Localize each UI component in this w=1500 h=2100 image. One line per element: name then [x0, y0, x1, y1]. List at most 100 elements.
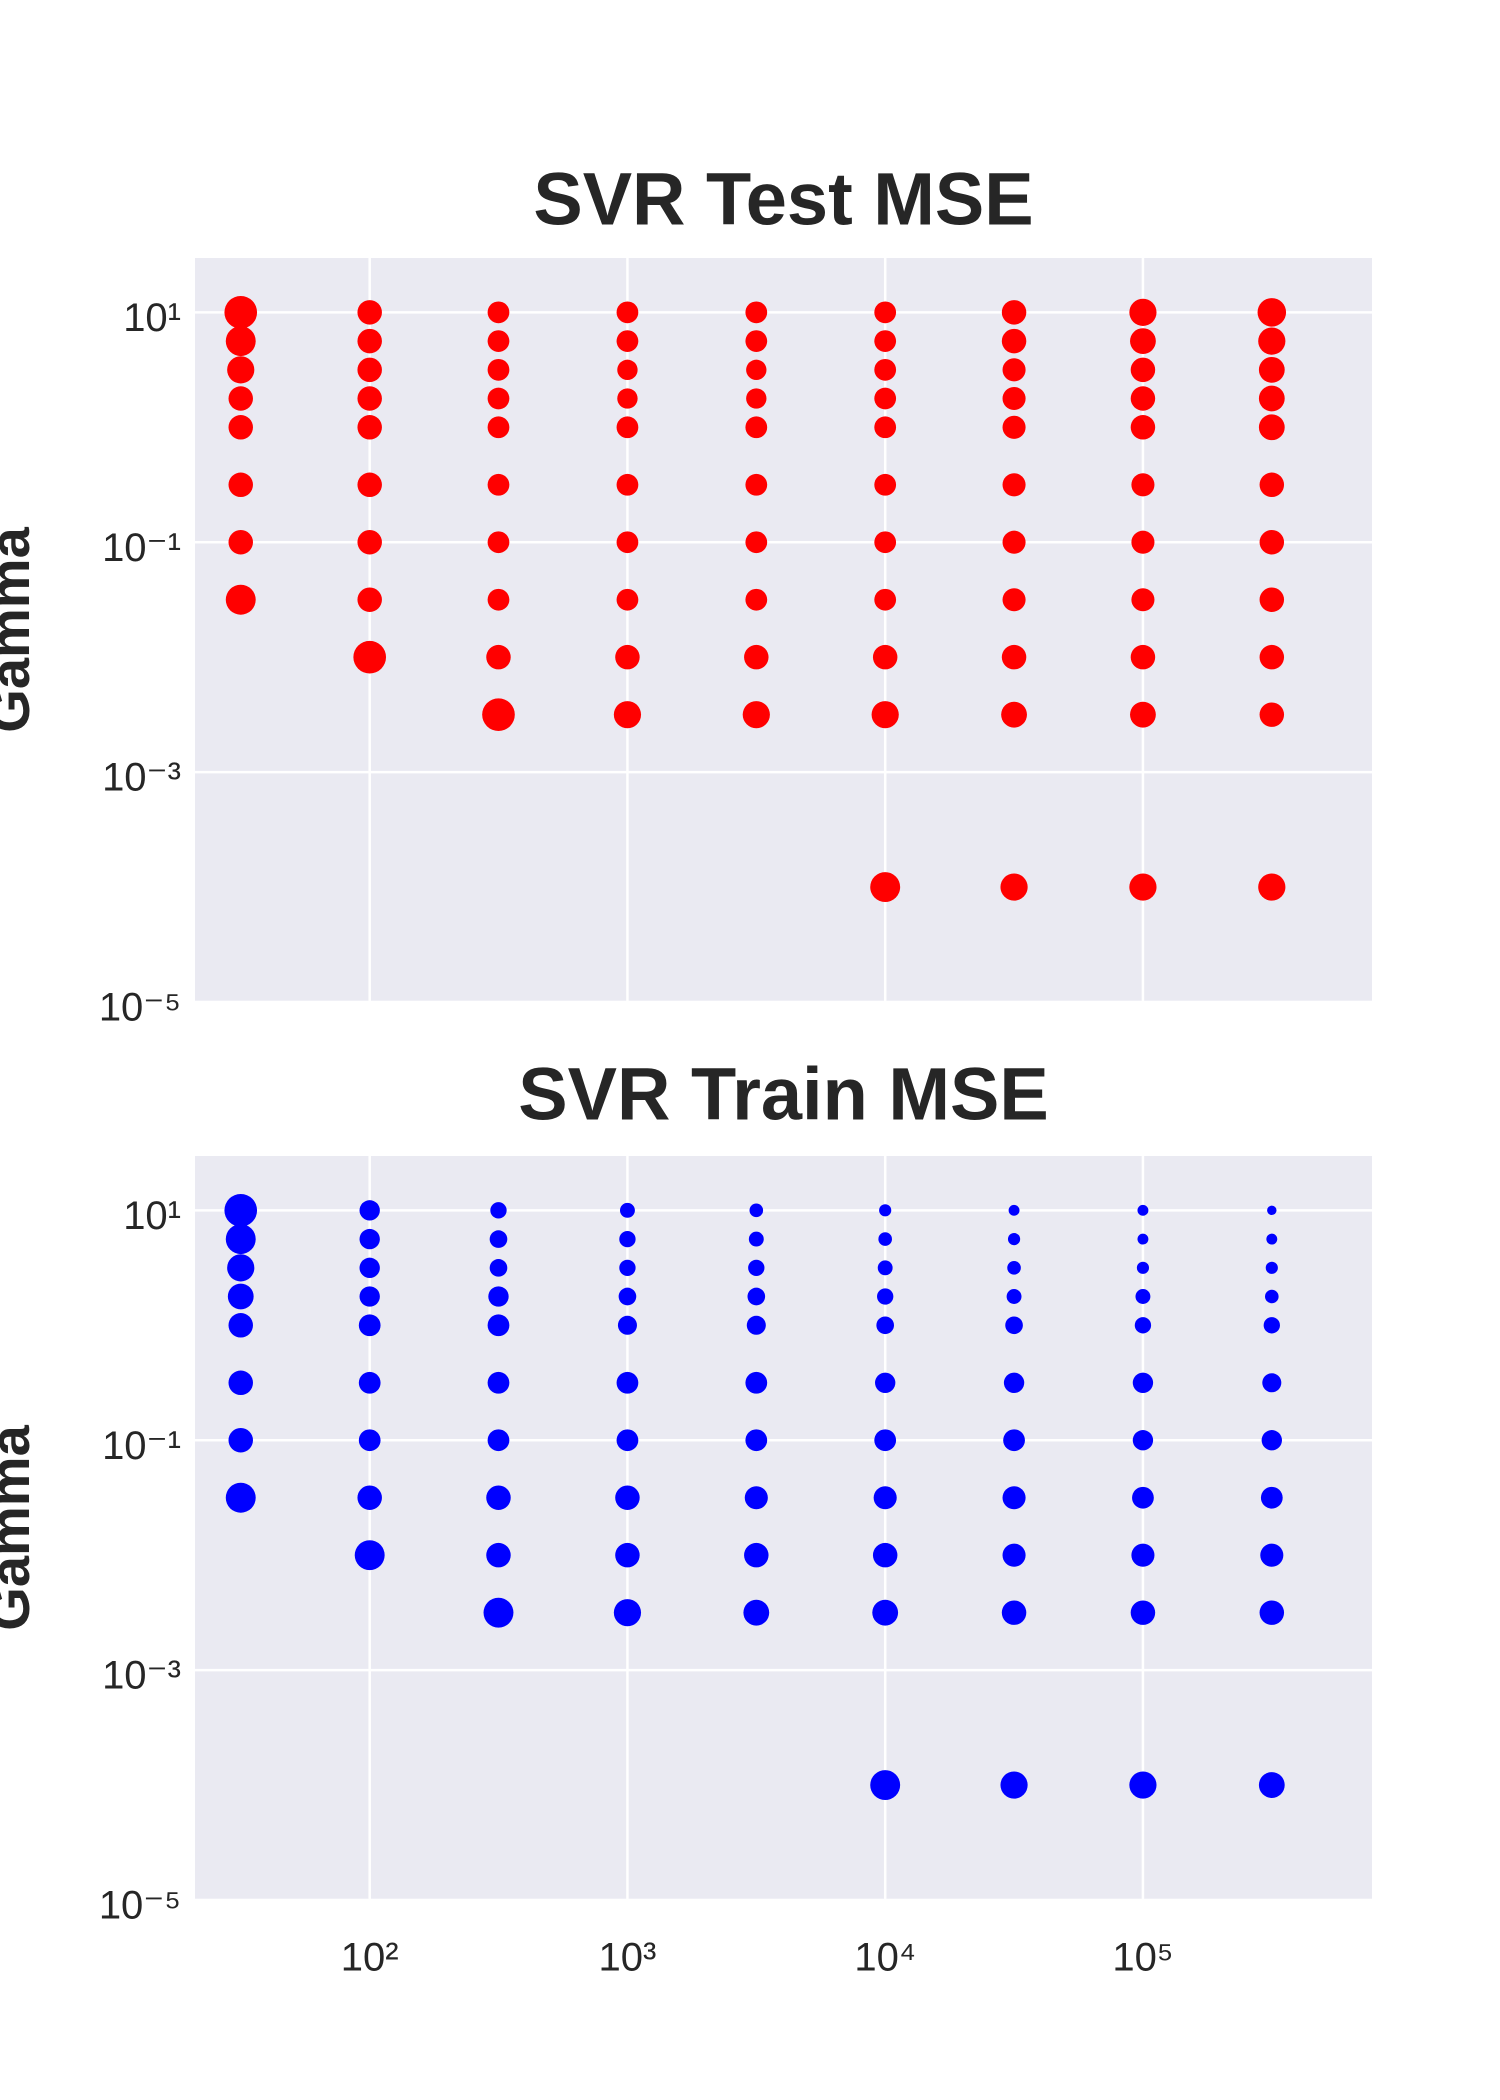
- point: [619, 1230, 636, 1248]
- y-tick-label: 10¹: [123, 296, 181, 340]
- point: [228, 472, 253, 498]
- point: [1261, 1430, 1282, 1451]
- point: [1000, 873, 1028, 901]
- point: [487, 473, 510, 496]
- point: [353, 640, 387, 674]
- point: [1002, 358, 1026, 382]
- point: [745, 1429, 768, 1452]
- point: [1135, 1289, 1151, 1304]
- point: [228, 529, 253, 555]
- point: [228, 415, 253, 440]
- point: [745, 330, 768, 352]
- point: [359, 1228, 380, 1250]
- point: [616, 330, 639, 352]
- point: [1003, 1372, 1025, 1393]
- point: [359, 1200, 380, 1221]
- point: [1259, 472, 1285, 498]
- point: [1002, 415, 1026, 439]
- point: [1132, 1372, 1154, 1393]
- point: [1258, 356, 1285, 383]
- plot-area: [195, 1156, 1372, 1900]
- point: [1131, 473, 1155, 497]
- point: [874, 301, 897, 324]
- point: [877, 1260, 893, 1276]
- point: [1131, 1543, 1155, 1567]
- point: [357, 357, 382, 383]
- point: [1001, 1600, 1027, 1625]
- point: [490, 1202, 507, 1219]
- point: [617, 359, 638, 381]
- point: [228, 1313, 253, 1338]
- point: [872, 644, 898, 670]
- point: [746, 359, 767, 381]
- point: [228, 386, 253, 411]
- point: [487, 531, 510, 554]
- y-tick-label: 10¹: [123, 1194, 181, 1238]
- y-tick-label: 10⁻⁵: [99, 1884, 181, 1928]
- point: [1130, 328, 1156, 355]
- chart-title: SVR Train MSE: [518, 1053, 1048, 1136]
- point: [1265, 1289, 1279, 1304]
- point: [228, 1427, 253, 1453]
- point: [1260, 1543, 1284, 1567]
- point: [488, 1286, 509, 1307]
- point: [874, 531, 897, 554]
- plot-area: [195, 258, 1372, 1002]
- point: [1007, 1233, 1021, 1246]
- point: [744, 1542, 769, 1568]
- point: [227, 356, 255, 384]
- point: [870, 1770, 901, 1801]
- point: [1132, 1486, 1154, 1509]
- point: [616, 588, 639, 611]
- point: [1259, 587, 1285, 612]
- point: [487, 1429, 510, 1452]
- point: [874, 588, 897, 611]
- point: [1258, 1772, 1285, 1798]
- point: [1262, 1373, 1282, 1393]
- point: [1263, 1317, 1280, 1334]
- point: [357, 1485, 382, 1510]
- point: [742, 701, 770, 729]
- point: [482, 698, 515, 731]
- point: [745, 416, 768, 439]
- point: [489, 1259, 508, 1277]
- point: [748, 1231, 764, 1247]
- chart-title: SVR Test MSE: [533, 158, 1033, 241]
- point: [1131, 530, 1155, 554]
- point: [746, 1315, 766, 1335]
- point: [1002, 1486, 1026, 1510]
- point: [225, 584, 256, 615]
- y-tick-label: 10⁻³: [102, 756, 181, 800]
- point: [1001, 328, 1027, 354]
- point: [1259, 644, 1285, 670]
- point: [228, 1370, 253, 1396]
- point: [1136, 1261, 1150, 1274]
- point: [359, 1286, 380, 1307]
- point: [872, 1599, 899, 1626]
- point: [487, 387, 510, 410]
- point: [745, 531, 768, 554]
- point: [1007, 1261, 1021, 1275]
- point: [1002, 588, 1026, 612]
- point: [487, 301, 510, 324]
- point: [358, 1314, 381, 1337]
- point: [1001, 644, 1027, 670]
- point: [616, 1429, 639, 1452]
- point: [354, 1540, 385, 1571]
- point: [875, 1372, 896, 1393]
- x-tick-label: 10⁴: [854, 1936, 916, 1980]
- y-axis-label: Gamma: [0, 1424, 41, 1630]
- point: [1134, 1317, 1152, 1334]
- y-tick-label: 10⁻¹: [102, 526, 181, 570]
- point: [357, 529, 382, 555]
- point: [1266, 1233, 1278, 1245]
- point: [1267, 1205, 1277, 1216]
- point: [1258, 385, 1285, 412]
- point: [359, 1257, 380, 1279]
- point: [745, 301, 768, 324]
- point: [745, 473, 768, 496]
- point: [878, 1232, 892, 1246]
- point: [744, 644, 769, 670]
